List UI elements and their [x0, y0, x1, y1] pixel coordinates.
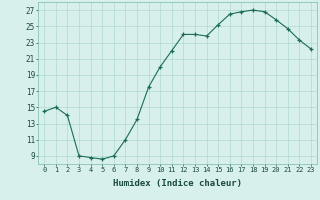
X-axis label: Humidex (Indice chaleur): Humidex (Indice chaleur) [113, 179, 242, 188]
